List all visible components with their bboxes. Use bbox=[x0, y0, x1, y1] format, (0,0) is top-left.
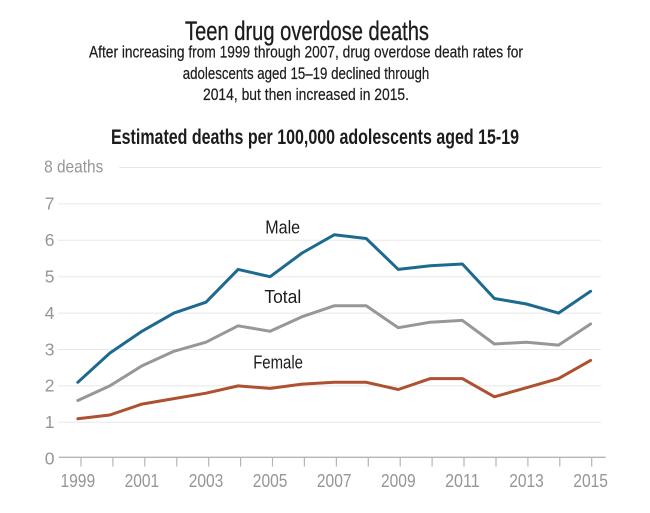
svg-text:2: 2 bbox=[45, 376, 55, 396]
svg-text:2011: 2011 bbox=[445, 471, 480, 491]
svg-text:1999: 1999 bbox=[61, 471, 96, 491]
svg-text:2003: 2003 bbox=[189, 471, 224, 491]
svg-text:7: 7 bbox=[45, 194, 55, 214]
svg-text:2001: 2001 bbox=[125, 471, 160, 491]
svg-text:2007: 2007 bbox=[317, 471, 352, 491]
svg-text:2009: 2009 bbox=[381, 471, 416, 491]
svg-text:6: 6 bbox=[45, 230, 55, 250]
svg-text:Estimated deaths per 100,000 a: Estimated deaths per 100,000 adolescents… bbox=[111, 126, 519, 149]
svg-text:3: 3 bbox=[45, 339, 55, 359]
svg-text:adolescents aged 15–19 decline: adolescents aged 15–19 declined through bbox=[183, 65, 430, 83]
svg-text:8 deaths: 8 deaths bbox=[44, 157, 103, 177]
svg-text:Male: Male bbox=[265, 216, 300, 237]
svg-text:2014, but then increased in 20: 2014, but then increased in 2015. bbox=[203, 86, 409, 104]
svg-text:4: 4 bbox=[45, 303, 55, 323]
svg-text:5: 5 bbox=[45, 267, 55, 287]
svg-text:Total: Total bbox=[264, 286, 301, 307]
svg-text:2013: 2013 bbox=[509, 471, 544, 491]
svg-text:Female: Female bbox=[253, 351, 303, 372]
svg-text:After increasing from 1999 thr: After increasing from 1999 through 2007,… bbox=[89, 44, 523, 62]
svg-text:0: 0 bbox=[45, 449, 55, 469]
svg-text:2015: 2015 bbox=[573, 471, 608, 491]
svg-text:2005: 2005 bbox=[253, 471, 288, 491]
svg-text:1: 1 bbox=[45, 412, 55, 432]
svg-text:Teen drug overdose deaths: Teen drug overdose deaths bbox=[185, 16, 429, 46]
